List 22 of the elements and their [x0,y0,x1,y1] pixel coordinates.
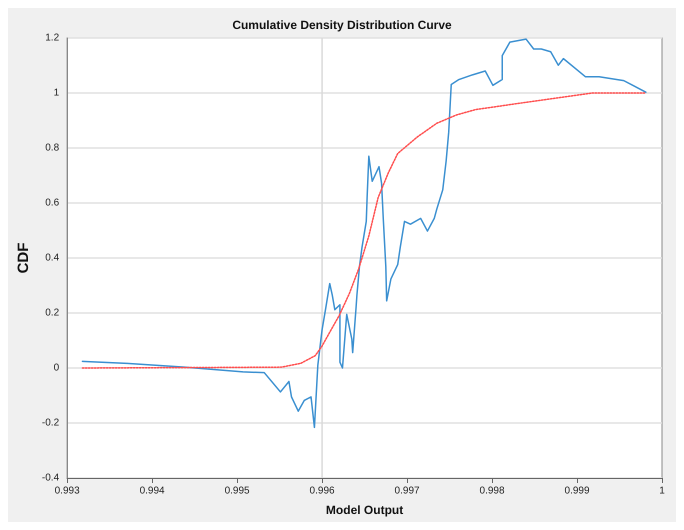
x-tick-label: 0.997 [394,486,420,496]
x-tick-label: 1 [659,486,666,496]
y-tick-label: 1.2 [45,32,60,44]
line-series [82,92,647,369]
x-tick-label: 0.999 [564,486,590,496]
y-tick-label: 0.4 [45,252,60,264]
line-series [82,38,647,428]
y-axis-title: CDF [15,242,32,274]
x-tick-label: 0.993 [54,486,80,496]
chart-title: Cumulative Density Distribution Curve [232,18,452,32]
x-tick-label: 0.998 [480,486,505,496]
x-axis-title: Model Output [326,503,404,517]
x-tick-label: 0.995 [224,486,250,496]
y-tick-label: 0.6 [45,198,60,208]
y-tick-label: -0.2 [42,418,60,428]
y-tick-label: -0.4 [42,472,60,484]
y-tick-label: 1 [54,88,60,98]
x-tick-label: 0.996 [310,486,336,496]
y-tick-label: 0.8 [45,142,60,154]
y-tick-label: 0 [54,362,60,374]
x-tick-label: 0.994 [140,486,166,496]
y-tick-label: 0.2 [45,308,60,318]
